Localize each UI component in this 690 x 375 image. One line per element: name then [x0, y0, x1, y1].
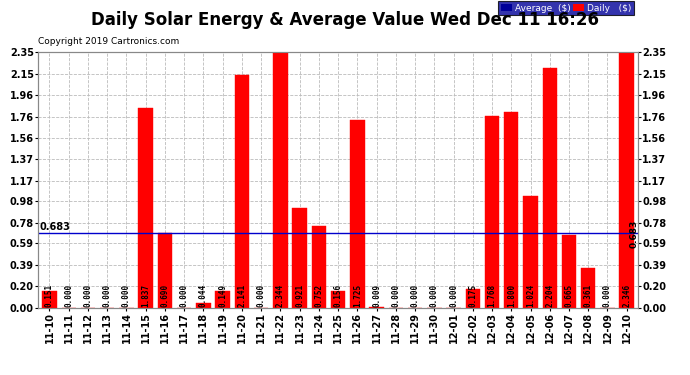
- Text: 1.768: 1.768: [488, 284, 497, 307]
- Text: 0.000: 0.000: [430, 284, 439, 307]
- Text: 2.141: 2.141: [237, 284, 246, 307]
- Bar: [293, 207, 307, 308]
- Bar: [523, 196, 538, 308]
- Bar: [369, 306, 384, 308]
- Text: 0.156: 0.156: [333, 284, 343, 307]
- Text: 2.344: 2.344: [276, 284, 285, 307]
- Text: Daily Solar Energy & Average Value Wed Dec 11 16:26: Daily Solar Energy & Average Value Wed D…: [91, 11, 599, 29]
- Bar: [542, 68, 557, 308]
- Text: 2.204: 2.204: [545, 284, 554, 307]
- Text: 0.683: 0.683: [40, 222, 71, 232]
- Bar: [42, 291, 57, 308]
- Text: 0.690: 0.690: [161, 284, 170, 307]
- Bar: [504, 112, 518, 308]
- Text: 2.346: 2.346: [622, 284, 631, 307]
- Text: 0.044: 0.044: [199, 284, 208, 307]
- Text: 0.000: 0.000: [449, 284, 458, 307]
- Text: 0.000: 0.000: [122, 284, 131, 307]
- Bar: [331, 291, 345, 308]
- Text: 0.752: 0.752: [315, 284, 324, 307]
- Text: 0.000: 0.000: [411, 284, 420, 307]
- Bar: [350, 120, 364, 308]
- Text: 0.000: 0.000: [103, 284, 112, 307]
- Bar: [581, 268, 595, 308]
- Text: 0.151: 0.151: [45, 284, 54, 307]
- Text: 0.000: 0.000: [391, 284, 400, 307]
- Text: 1.725: 1.725: [353, 284, 362, 307]
- Bar: [139, 108, 153, 308]
- Bar: [196, 303, 210, 307]
- Text: Copyright 2019 Cartronics.com: Copyright 2019 Cartronics.com: [38, 38, 179, 46]
- Text: 0.361: 0.361: [584, 284, 593, 307]
- Bar: [562, 236, 576, 308]
- Text: 1.837: 1.837: [141, 284, 150, 307]
- Bar: [485, 116, 500, 308]
- Text: 0.000: 0.000: [83, 284, 92, 307]
- Text: 0.921: 0.921: [295, 284, 304, 307]
- Text: 1.800: 1.800: [506, 284, 515, 307]
- Bar: [215, 291, 230, 308]
- Text: 0.000: 0.000: [179, 284, 188, 307]
- Bar: [235, 75, 249, 307]
- Text: 0.175: 0.175: [469, 284, 477, 307]
- Legend: Average  ($), Daily   ($): Average ($), Daily ($): [498, 1, 633, 15]
- Text: 0.000: 0.000: [64, 284, 73, 307]
- Bar: [158, 232, 172, 308]
- Bar: [312, 226, 326, 308]
- Text: 0.149: 0.149: [218, 284, 227, 307]
- Text: 0.683: 0.683: [629, 219, 638, 248]
- Text: 0.009: 0.009: [372, 284, 381, 307]
- Bar: [466, 288, 480, 308]
- Text: 0.000: 0.000: [603, 284, 612, 307]
- Bar: [273, 53, 288, 307]
- Text: 1.024: 1.024: [526, 284, 535, 307]
- Bar: [620, 53, 634, 307]
- Text: 0.665: 0.665: [564, 284, 573, 307]
- Text: 0.000: 0.000: [257, 284, 266, 307]
